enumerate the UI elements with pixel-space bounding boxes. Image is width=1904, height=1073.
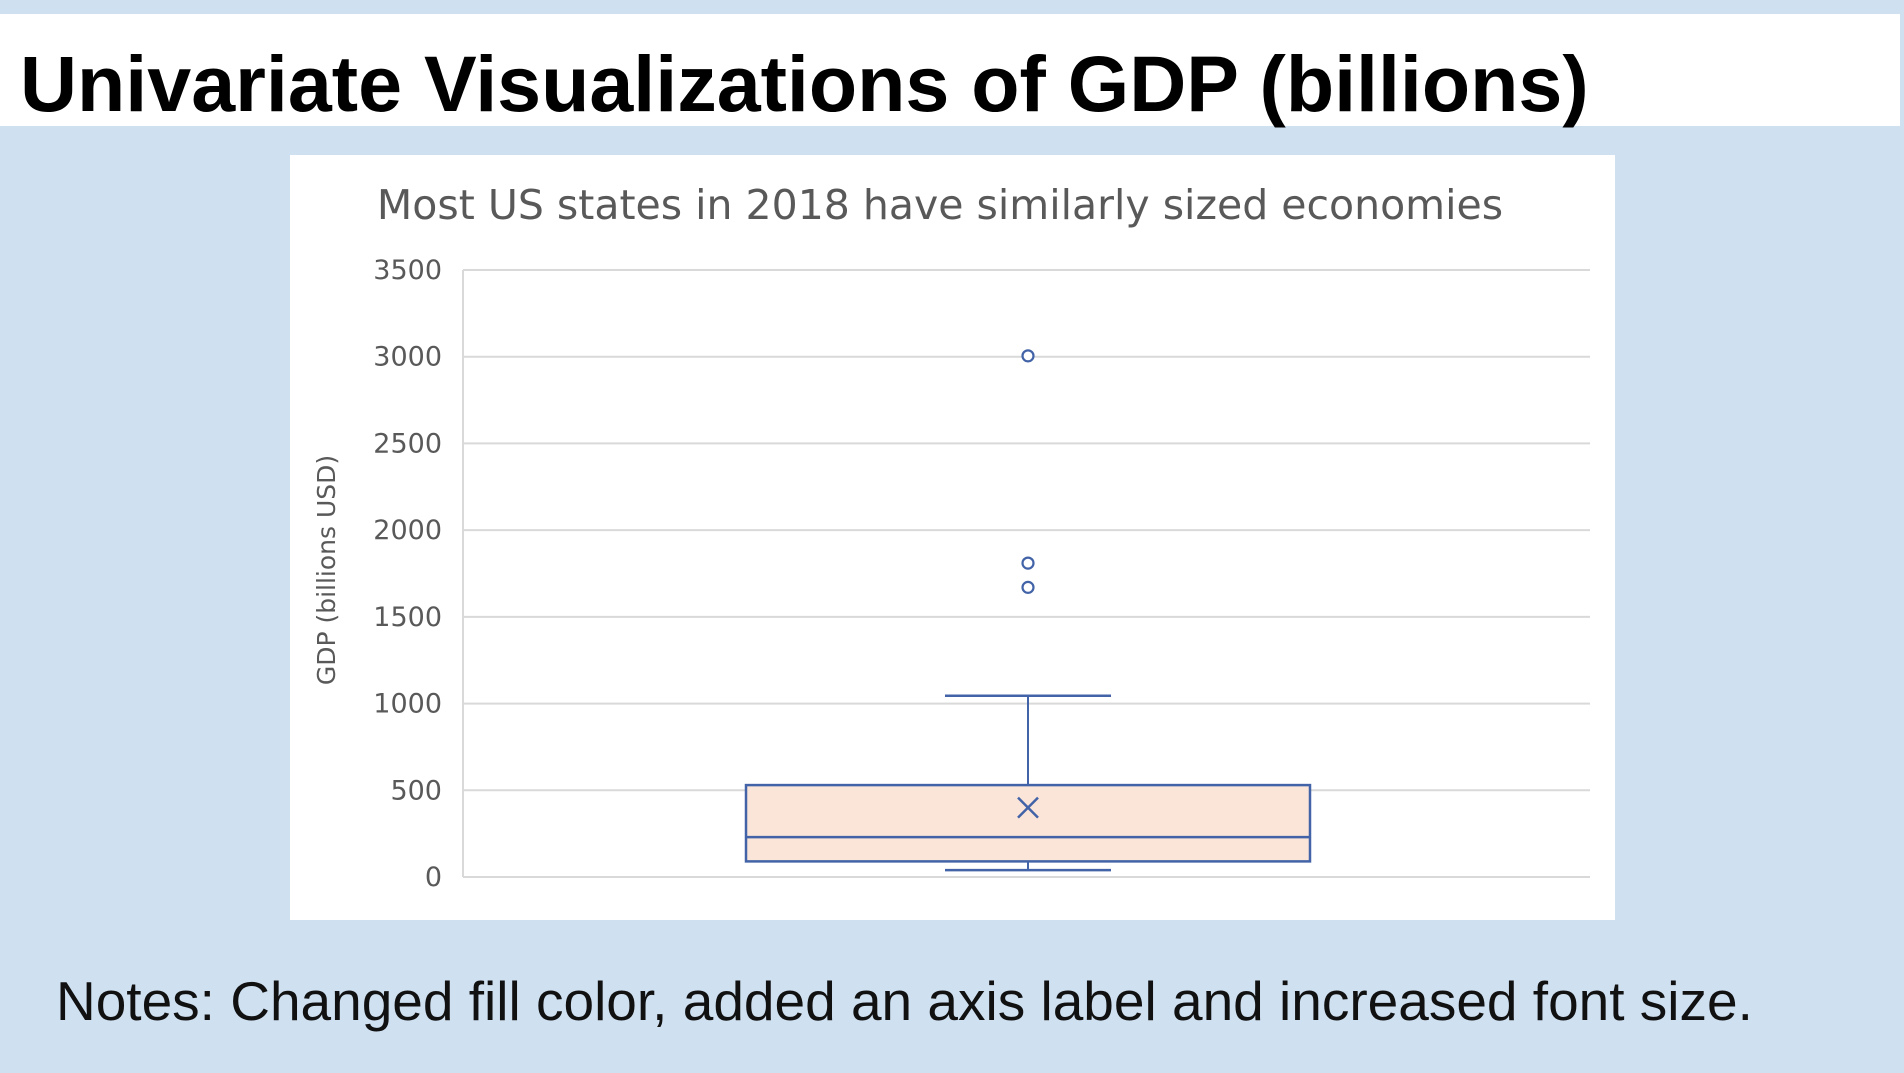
chart-title: Most US states in 2018 have similarly si… [377,181,1503,229]
y-tick-label-1500: 1500 [373,602,442,633]
box-plot-chart: Most US states in 2018 have similarly si… [312,181,1590,893]
y-tick-label-3500: 3500 [373,255,442,286]
top-strip [0,0,1904,14]
y-tick-label-3000: 3000 [373,342,442,373]
y-tick-labels: 0 500 1000 1500 2000 2500 3000 3500 [373,255,442,893]
slide-notes: Notes: Changed fill color, added an axis… [56,970,1753,1032]
outlier-point-2 [1021,556,1035,570]
y-tick-label-1000: 1000 [373,689,442,720]
outlier-point-3 [1021,349,1035,363]
y-tick-label-0: 0 [425,862,442,893]
iqr-box [744,783,1312,863]
mean-marker-stroke-2 [1017,796,1039,819]
y-tick-label-2000: 2000 [373,515,442,546]
slide-title: Univariate Visualizations of GDP (billio… [20,39,1589,128]
y-tick-label-500: 500 [390,775,442,806]
title-bar [0,14,1900,126]
box-series [744,349,1312,872]
y-tick-label-2500: 2500 [373,428,442,459]
y-axis-label: GDP (billions USD) [312,455,341,685]
outlier-point-1 [1021,580,1035,594]
chart-panel: Most US states in 2018 have similarly si… [290,155,1615,920]
